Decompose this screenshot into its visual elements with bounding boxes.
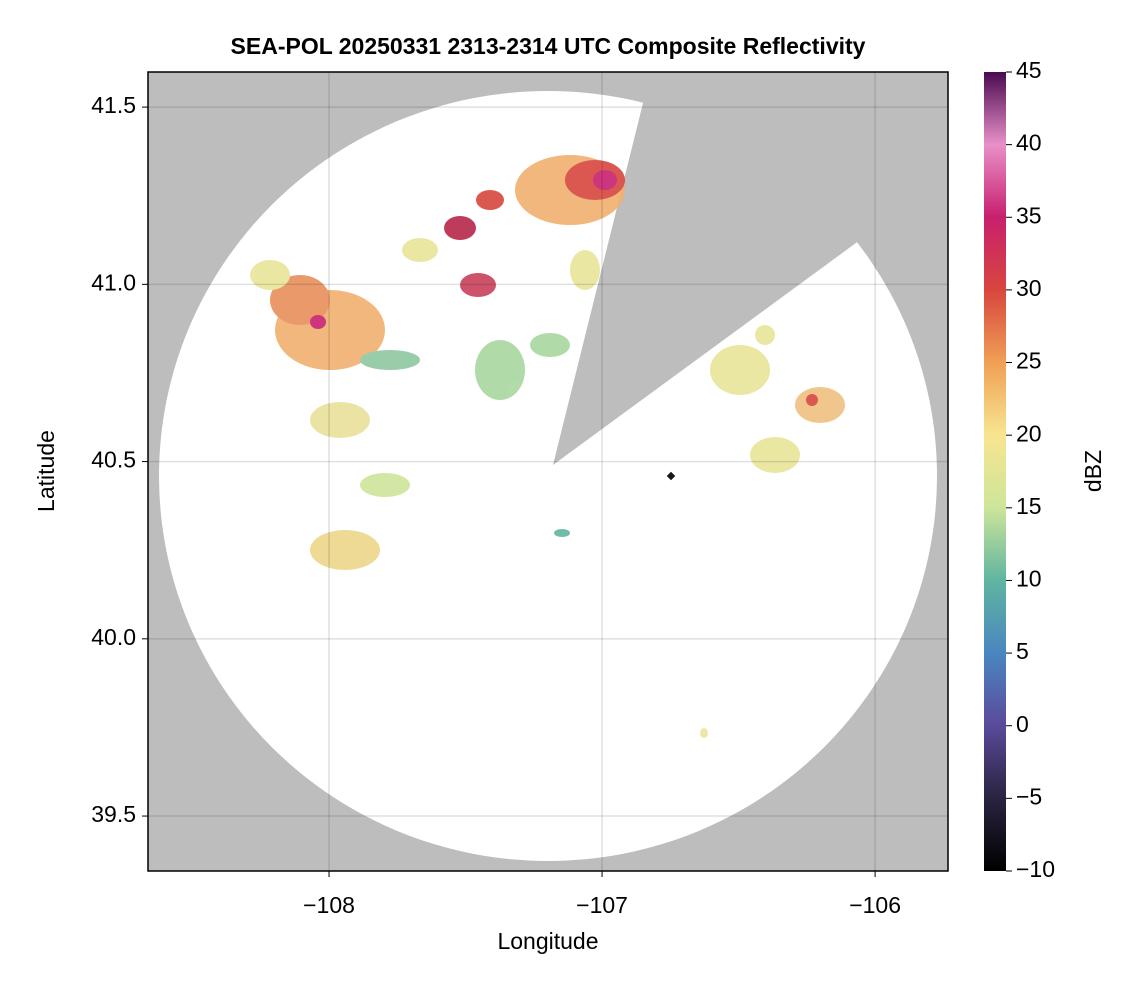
echo	[310, 315, 326, 329]
colorbar-label: dBZ	[1080, 450, 1106, 492]
blocked-sector	[553, 72, 948, 465]
echo	[530, 333, 570, 357]
map-area	[148, 72, 948, 871]
colorbar-tick-label: −10	[1016, 856, 1055, 882]
echo	[444, 216, 476, 240]
radar-site	[666, 471, 676, 481]
x-tick-label: −107	[576, 892, 628, 918]
chart-title: SEA-POL 20250331 2313-2314 UTC Composite…	[231, 33, 866, 59]
y-axis-label: Latitude	[33, 430, 59, 512]
echo	[795, 387, 845, 423]
colorbar-tick-label: 5	[1016, 638, 1029, 664]
echo	[360, 473, 410, 497]
echo	[402, 238, 438, 262]
colorbar-tick-label: 10	[1016, 566, 1042, 592]
colorbar-tick-label: 40	[1016, 130, 1042, 156]
colorbar	[984, 72, 1006, 871]
x-tick-label: −106	[849, 892, 901, 918]
echo	[710, 345, 770, 395]
echo	[554, 529, 570, 537]
echo	[250, 260, 290, 290]
y-tick-label: 41.0	[91, 269, 136, 295]
y-tick-label: 41.5	[91, 92, 136, 118]
echo	[700, 728, 708, 738]
echo	[755, 325, 775, 345]
colorbar-tick-label: 15	[1016, 493, 1042, 519]
echo	[270, 275, 330, 325]
colorbar-tick-label: −5	[1016, 783, 1042, 809]
echo	[475, 340, 525, 400]
echo	[806, 394, 818, 406]
colorbar-tick-label: 45	[1016, 57, 1042, 83]
colorbar-tick-label: 35	[1016, 202, 1042, 228]
echo	[476, 190, 504, 210]
echoes	[250, 155, 845, 738]
y-tick-label: 40.0	[91, 624, 136, 650]
grid	[148, 72, 948, 871]
echo	[593, 170, 617, 190]
echo	[310, 402, 370, 438]
x-axis-label: Longitude	[497, 928, 598, 954]
x-tick-label: −108	[303, 892, 355, 918]
echo	[750, 437, 800, 473]
echo	[360, 350, 420, 370]
colorbar-tick-label: 0	[1016, 711, 1029, 737]
echo	[460, 273, 496, 297]
colorbar-tick-label: 25	[1016, 348, 1042, 374]
echo	[570, 250, 600, 290]
echo	[310, 530, 380, 570]
colorbar-tick-label: 30	[1016, 275, 1042, 301]
plot-frame	[147, 71, 949, 872]
y-tick-label: 40.5	[91, 447, 136, 473]
colorbar-tick-label: 20	[1016, 420, 1042, 446]
y-tick-label: 39.5	[91, 801, 136, 827]
